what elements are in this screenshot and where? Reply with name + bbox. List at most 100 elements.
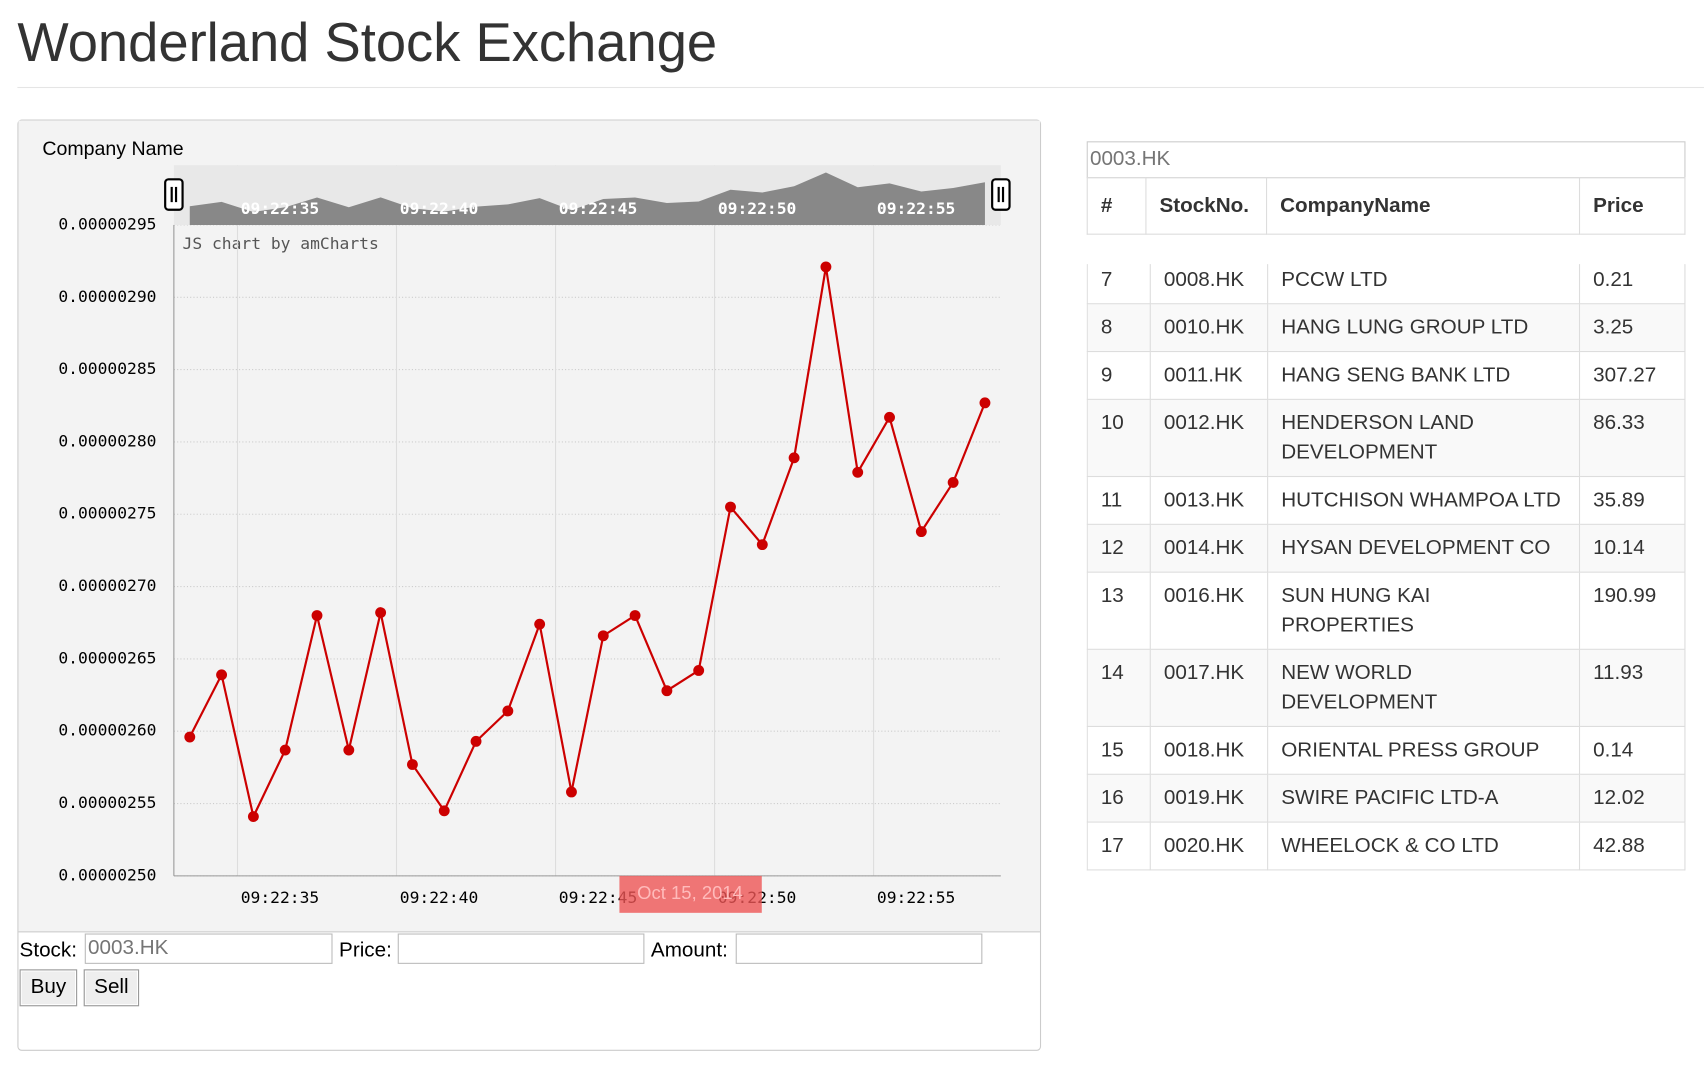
point [216, 669, 228, 681]
price-input[interactable] [397, 933, 645, 964]
column-header[interactable]: StockNo. [1145, 177, 1268, 235]
header-row: # StockNo. CompanyName Price [1086, 177, 1686, 235]
cell: 0017.HK [1149, 648, 1269, 728]
cell: PCCW LTD [1267, 264, 1581, 305]
cell: 11 [1086, 475, 1151, 525]
cell: 0020.HK [1149, 821, 1269, 871]
point [566, 786, 577, 798]
cell: 16 [1086, 773, 1151, 823]
cell: 0010.HK [1149, 303, 1269, 353]
y-tick-label: 0.00000255 [58, 793, 156, 812]
point [756, 539, 768, 551]
cell: HENDERSON LAND DEVELOPMENT [1267, 398, 1581, 478]
cell: 35.89 [1578, 475, 1686, 525]
point [406, 759, 418, 770]
cell: 12.02 [1578, 773, 1686, 823]
cell: 12 [1086, 523, 1151, 573]
cell: HANG LUNG GROUP LTD [1267, 303, 1581, 353]
cell: 0014.HK [1149, 523, 1269, 573]
scrollbar-label: 09:22:35 [241, 199, 320, 218]
point [852, 466, 864, 478]
scrollbar-grip [164, 178, 184, 211]
cell: 8 [1086, 303, 1151, 353]
stock-row[interactable]: 10 0012.HK HENDERSON LAND DEVELOPMENT 86.33 [1086, 398, 1686, 478]
stock-row[interactable]: 14 0017.HK NEW WORLD DEVELOPMENT 11.93 [1086, 648, 1686, 728]
cell: 0008.HK [1149, 264, 1269, 305]
y-tick-label: 0.00000285 [58, 359, 156, 378]
price-label: Price: [339, 938, 392, 962]
point [311, 610, 323, 621]
scrollbar-label: 09:22:50 [718, 199, 797, 218]
cell: 0011.HK [1149, 351, 1269, 400]
stock-row[interactable]: 12 0014.HK HYSAN DEVELOPMENT CO 10.14 [1086, 523, 1686, 573]
stock-row[interactable]: 8 0010.HK HANG LUNG GROUP LTD 3.25 [1086, 303, 1686, 353]
cell: SWIRE PACIFIC LTD-A [1267, 773, 1581, 823]
column-header[interactable]: CompanyName [1266, 177, 1581, 235]
scrollbar-preview [189, 172, 985, 225]
cell: 86.33 [1578, 398, 1686, 478]
stock-row[interactable]: 17 0020.HK WHEELOCK & CO LTD 42.88 [1086, 821, 1686, 871]
cell: 0018.HK [1149, 725, 1269, 775]
point [629, 610, 641, 621]
point [247, 811, 259, 823]
cell: SUN HUNG KAI PROPERTIES [1267, 571, 1581, 650]
cell: 42.88 [1578, 821, 1686, 871]
cell: 0019.HK [1149, 773, 1269, 823]
stock-row[interactable]: 15 0018.HK ORIENTAL PRESS GROUP 0.14 [1086, 725, 1686, 775]
cell: 14 [1086, 648, 1151, 728]
chart-area [18, 120, 1040, 933]
point [693, 665, 705, 676]
point [534, 618, 546, 630]
cell: 13 [1086, 571, 1151, 650]
cell: HANG SENG BANK LTD [1267, 351, 1581, 400]
point [184, 731, 196, 743]
cell: 9 [1086, 351, 1151, 400]
cell: 10.14 [1578, 523, 1686, 573]
point [915, 526, 927, 538]
point [884, 411, 895, 423]
x-tick-label: 09:22:35 [241, 888, 320, 907]
cell: 0013.HK [1149, 475, 1269, 525]
stock-input[interactable] [84, 933, 333, 964]
y-tick-label: 0.00000260 [58, 721, 156, 740]
table-scroll: 7 0008.HK PCCW LTD 0.21 8 0010.HK HANG LUNG GR… [1086, 264, 1687, 924]
stock-row[interactable]: 11 0013.HK HUTCHISON WHAMPOA LTD 35.89 [1086, 475, 1686, 525]
point [438, 805, 450, 817]
x-tick-label: 09:22:45 [559, 888, 638, 907]
cell: 15 [1086, 725, 1151, 775]
cell: 0.14 [1578, 725, 1686, 775]
y-tick-label: 0.00000280 [58, 431, 156, 450]
stock-row[interactable]: 13 0016.HK SUN HUNG KAI PROPERTIES 190.99 [1086, 571, 1686, 650]
stock-row[interactable]: 9 0011.HK HANG SENG BANK LTD 307.27 [1086, 351, 1686, 400]
trade-panel: Company Name JS chart by amCharts 0.00000… [17, 119, 1042, 1051]
point [502, 705, 514, 717]
cell: 307.27 [1578, 351, 1686, 400]
point [597, 630, 609, 642]
page-title: Wonderland Stock Exchange [17, 11, 718, 73]
scrollbar-label: 09:22:45 [559, 199, 638, 218]
chart: Company Name JS chart by amCharts 0.00000… [42, 138, 1011, 913]
cell: 0012.HK [1149, 398, 1269, 478]
sell-button[interactable]: Sell [83, 969, 140, 1007]
point [947, 476, 959, 488]
y-tick-label: 0.00000275 [58, 504, 156, 523]
stock-table: 7 0008.HK PCCW LTD 0.21 8 0010.HK HANG LUNG GR… [1086, 264, 1686, 871]
stock-row[interactable]: 7 0008.HK PCCW LTD 0.21 [1086, 264, 1686, 305]
cell: WHEELOCK & CO LTD [1267, 821, 1581, 871]
y-tick-label: 0.00000265 [58, 648, 156, 667]
buy-button[interactable]: Buy [19, 969, 78, 1007]
cell: 17 [1086, 821, 1151, 871]
x-tick-label: 09:22:40 [400, 888, 479, 907]
amount-input[interactable] [735, 933, 983, 964]
column-header[interactable]: Price [1578, 177, 1686, 235]
point [279, 744, 291, 756]
stock-row[interactable]: 16 0019.HK SWIRE PACIFIC LTD-A 12.02 [1086, 773, 1686, 823]
point [470, 735, 482, 747]
divider [17, 86, 1704, 89]
x-tick-label: 09:22:55 [877, 888, 956, 907]
cell: HYSAN DEVELOPMENT CO [1267, 523, 1581, 573]
column-header[interactable]: # [1086, 177, 1147, 235]
search-input[interactable] [1086, 141, 1686, 179]
